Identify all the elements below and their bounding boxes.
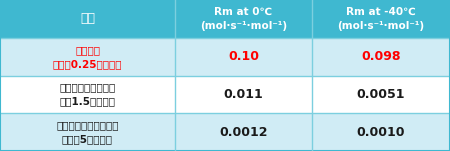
Text: 0.0051: 0.0051	[357, 88, 405, 101]
Text: 0.011: 0.011	[224, 88, 263, 101]
Text: 0.0010: 0.0010	[357, 125, 405, 138]
Text: 開発触媒
（白金0.25重量％）: 開発触媒 （白金0.25重量％）	[53, 45, 122, 69]
Text: 0.0012: 0.0012	[219, 125, 268, 138]
Text: Rm at -40℃
(mol·s⁻¹·mol⁻¹): Rm at -40℃ (mol·s⁻¹·mol⁻¹)	[338, 7, 424, 31]
Bar	[0, 38, 450, 76]
Bar	[0, 76, 450, 113]
Text: アルミナ担持白金触媒
（白金5重量％）: アルミナ担持白金触媒 （白金5重量％）	[56, 120, 119, 144]
Text: 0.10: 0.10	[228, 50, 259, 64]
Bar	[0, 113, 450, 151]
Text: 試料: 試料	[80, 13, 95, 26]
Text: 0.098: 0.098	[361, 50, 401, 64]
Bar	[0, 0, 450, 38]
Text: チタニア担持金触媒
（金1.5重量％）: チタニア担持金触媒 （金1.5重量％）	[59, 82, 116, 106]
Text: Rm at 0℃
(mol·s⁻¹·mol⁻¹): Rm at 0℃ (mol·s⁻¹·mol⁻¹)	[200, 7, 287, 31]
